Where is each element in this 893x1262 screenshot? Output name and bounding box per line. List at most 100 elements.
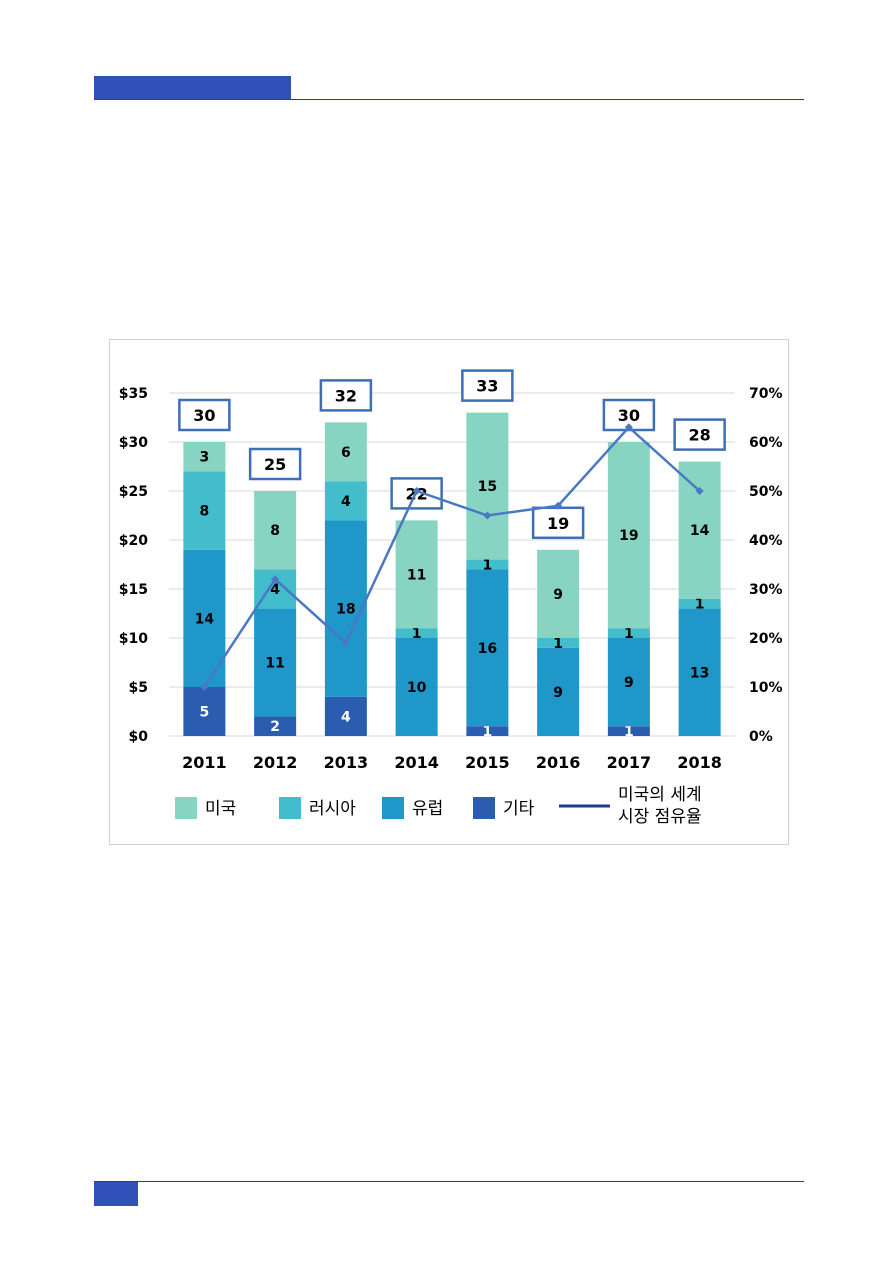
y2-tick-label: 40% xyxy=(749,533,783,549)
bar-segment xyxy=(466,559,509,570)
data-label: 6 xyxy=(341,445,351,461)
x-tick-label: 2011 xyxy=(182,753,227,772)
data-label: 8 xyxy=(200,504,210,520)
data-label: 19 xyxy=(619,528,638,544)
legend-label: 미국의 세계 xyxy=(618,785,702,805)
share-point xyxy=(624,423,633,432)
footer-rule xyxy=(94,1181,804,1182)
share-point xyxy=(483,511,492,520)
legend-label: 기타 xyxy=(503,799,535,819)
bar-segment xyxy=(324,481,367,521)
data-label: 3 xyxy=(200,450,210,466)
legend-swatch xyxy=(382,797,404,819)
y-tick-label: $5 xyxy=(129,680,148,696)
bar-segment xyxy=(324,520,367,697)
data-label: 10 xyxy=(407,680,427,696)
data-label: 9 xyxy=(624,675,634,691)
data-label: 4 xyxy=(341,709,351,725)
stacked-bar-chart: $0 $5 $10 $15 $20 $25 $30 $35 0% 10% 20% 30% 40% 50% 6… xyxy=(119,369,783,827)
total-label: 28 xyxy=(688,426,710,445)
total-label: 30 xyxy=(618,406,640,425)
y2-tick-label: 60% xyxy=(749,435,783,451)
bar-segment xyxy=(395,628,438,638)
total-box xyxy=(531,506,585,540)
bar-segment xyxy=(678,461,721,599)
data-label: 11 xyxy=(407,567,426,583)
share-point xyxy=(271,575,280,584)
data-label: 1 xyxy=(695,597,705,613)
header-tab xyxy=(94,76,291,100)
legend-swatch xyxy=(473,797,495,819)
bar-segment xyxy=(254,608,297,717)
bar-segment xyxy=(395,638,438,736)
legend-swatch xyxy=(279,797,301,819)
data-label: 8 xyxy=(270,523,280,539)
bar-segment xyxy=(395,520,438,629)
y2-tick-label: 50% xyxy=(749,484,783,500)
x-tick-label: 2012 xyxy=(253,753,298,772)
total-box xyxy=(319,379,373,412)
bar-segment xyxy=(537,549,580,638)
share-point xyxy=(341,638,350,647)
header-rule xyxy=(94,99,804,100)
data-label: 9 xyxy=(553,587,563,603)
bar-segment xyxy=(678,598,721,609)
legend-label: 러시아 xyxy=(309,799,356,819)
data-label: 14 xyxy=(195,611,215,627)
y2-tick-label: 20% xyxy=(749,631,783,647)
data-label: 18 xyxy=(336,602,355,618)
data-label: 9 xyxy=(553,685,563,701)
share-point xyxy=(554,501,563,510)
data-label: 1 xyxy=(412,626,422,642)
bar-segment xyxy=(607,442,650,629)
bar-segment xyxy=(678,608,721,736)
bar-segment xyxy=(254,716,297,736)
data-label: 1 xyxy=(483,558,493,574)
data-label: 11 xyxy=(265,656,284,672)
data-label: 1 xyxy=(483,724,493,740)
total-label: 33 xyxy=(476,377,498,396)
legend-swatch xyxy=(175,797,197,819)
data-label: 1 xyxy=(553,636,563,652)
bar-segment xyxy=(466,412,509,560)
bar-segment xyxy=(466,726,509,736)
total-label: 30 xyxy=(193,406,215,425)
legend-label: 유럽 xyxy=(412,799,443,819)
data-label: 4 xyxy=(270,582,280,598)
data-label: 5 xyxy=(200,705,210,721)
x-tick-label: 2013 xyxy=(324,753,369,772)
share-point xyxy=(412,487,421,495)
y2-tick-label: 30% xyxy=(749,582,783,598)
y-tick-label: $30 xyxy=(119,435,148,451)
y-tick-label: $0 xyxy=(129,729,149,745)
x-tick-label: 2016 xyxy=(536,753,581,772)
data-label: 15 xyxy=(478,479,497,495)
y-tick-label: $20 xyxy=(119,533,148,549)
share-line xyxy=(203,425,701,688)
x-tick-label: 2018 xyxy=(677,753,722,772)
bar-segment xyxy=(183,687,226,736)
bar-segment xyxy=(183,471,226,550)
bar-segment xyxy=(537,647,580,736)
y-tick-label: $25 xyxy=(119,484,148,500)
total-label: 19 xyxy=(547,514,569,533)
total-box xyxy=(178,398,231,432)
bar-segment xyxy=(466,569,509,727)
y-tick-label: $15 xyxy=(119,582,148,598)
bar-segment xyxy=(607,638,650,727)
y-tick-label: $35 xyxy=(119,386,148,402)
data-label: 14 xyxy=(690,523,710,539)
data-label: 1 xyxy=(624,626,634,642)
legend-label: 시장 점유율 xyxy=(618,807,702,827)
share-point xyxy=(200,683,209,691)
footer-tab xyxy=(94,1182,138,1206)
total-label: 25 xyxy=(264,455,286,474)
chart-frame: $0 $5 $10 $15 $20 $25 $30 $35 0% 10% 20% 30% 40% 50% 6… xyxy=(109,339,789,845)
data-label: 1 xyxy=(624,724,634,740)
bar-segment xyxy=(324,696,367,736)
share-point xyxy=(695,487,704,495)
data-label: 4 xyxy=(341,494,351,510)
x-tick-label: 2014 xyxy=(394,753,439,772)
x-tick-label: 2017 xyxy=(607,753,652,772)
data-label: 13 xyxy=(690,665,709,681)
